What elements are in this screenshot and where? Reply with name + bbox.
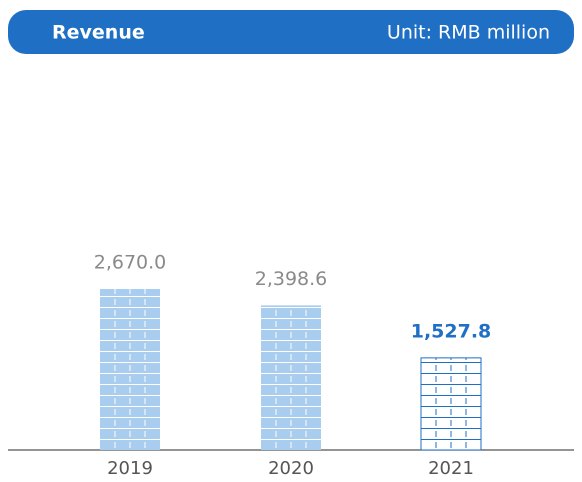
bar: [420, 357, 482, 451]
bar: [100, 289, 160, 450]
x-tick-label: 2020: [268, 458, 314, 479]
value-label: 1,527.8: [411, 320, 492, 342]
chart-title: Revenue: [52, 22, 145, 44]
header-bar: [8, 10, 574, 54]
bar: [261, 305, 321, 450]
x-tick-label: 2019: [107, 458, 153, 479]
x-tick-label: 2021: [428, 458, 474, 479]
value-label: 2,670.0: [94, 252, 167, 274]
chart-subtitle: Unit: RMB million: [387, 22, 550, 44]
value-label: 2,398.6: [255, 268, 328, 290]
